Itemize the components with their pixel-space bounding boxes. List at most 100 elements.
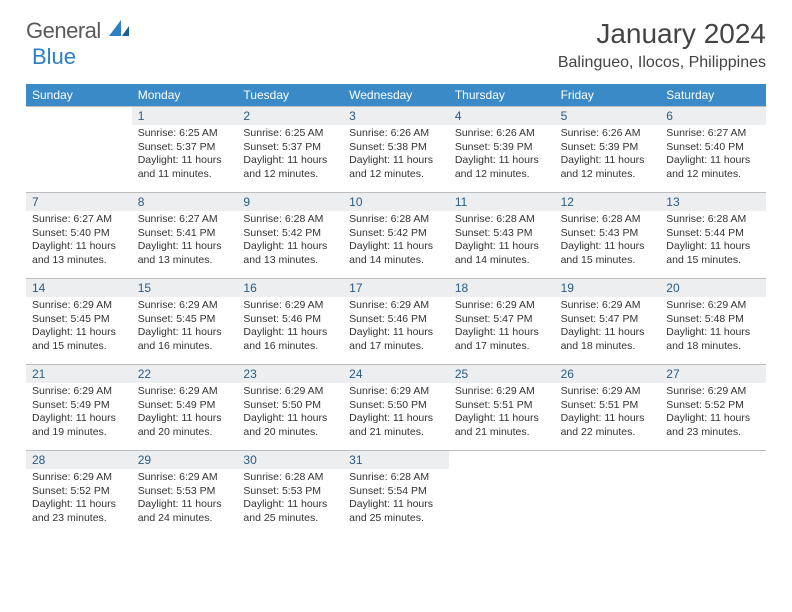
day-number: 22 <box>132 365 238 383</box>
day-number: 1 <box>132 107 238 125</box>
day-cell: 15Sunrise: 6:29 AMSunset: 5:45 PMDayligh… <box>132 278 238 364</box>
empty-cell <box>449 450 555 536</box>
day-info: Sunrise: 6:29 AMSunset: 5:50 PMDaylight:… <box>343 383 449 444</box>
logo-sail-icon <box>107 18 131 44</box>
day-info: Sunrise: 6:29 AMSunset: 5:48 PMDaylight:… <box>660 297 766 358</box>
day-cell: 6Sunrise: 6:27 AMSunset: 5:40 PMDaylight… <box>660 106 766 192</box>
day-cell: 26Sunrise: 6:29 AMSunset: 5:51 PMDayligh… <box>555 364 661 450</box>
dow-header: Tuesday <box>237 84 343 106</box>
dow-header: Saturday <box>660 84 766 106</box>
calendar-grid: SundayMondayTuesdayWednesdayThursdayFrid… <box>26 84 766 536</box>
day-info: Sunrise: 6:26 AMSunset: 5:39 PMDaylight:… <box>449 125 555 186</box>
day-cell: 27Sunrise: 6:29 AMSunset: 5:52 PMDayligh… <box>660 364 766 450</box>
day-number: 25 <box>449 365 555 383</box>
day-cell: 20Sunrise: 6:29 AMSunset: 5:48 PMDayligh… <box>660 278 766 364</box>
day-info: Sunrise: 6:26 AMSunset: 5:39 PMDaylight:… <box>555 125 661 186</box>
day-info: Sunrise: 6:29 AMSunset: 5:45 PMDaylight:… <box>132 297 238 358</box>
day-info: Sunrise: 6:29 AMSunset: 5:45 PMDaylight:… <box>26 297 132 358</box>
title-block: January 2024 Balingueo, Ilocos, Philippi… <box>558 18 766 72</box>
day-number: 31 <box>343 451 449 469</box>
day-info: Sunrise: 6:29 AMSunset: 5:51 PMDaylight:… <box>449 383 555 444</box>
day-cell: 3Sunrise: 6:26 AMSunset: 5:38 PMDaylight… <box>343 106 449 192</box>
day-number: 13 <box>660 193 766 211</box>
day-number: 5 <box>555 107 661 125</box>
day-info: Sunrise: 6:29 AMSunset: 5:52 PMDaylight:… <box>660 383 766 444</box>
day-cell: 28Sunrise: 6:29 AMSunset: 5:52 PMDayligh… <box>26 450 132 536</box>
day-cell: 5Sunrise: 6:26 AMSunset: 5:39 PMDaylight… <box>555 106 661 192</box>
dow-header: Thursday <box>449 84 555 106</box>
day-number: 8 <box>132 193 238 211</box>
logo: General <box>26 18 133 44</box>
day-info: Sunrise: 6:29 AMSunset: 5:47 PMDaylight:… <box>449 297 555 358</box>
day-cell: 8Sunrise: 6:27 AMSunset: 5:41 PMDaylight… <box>132 192 238 278</box>
day-cell: 10Sunrise: 6:28 AMSunset: 5:42 PMDayligh… <box>343 192 449 278</box>
day-info: Sunrise: 6:29 AMSunset: 5:52 PMDaylight:… <box>26 469 132 530</box>
day-info: Sunrise: 6:28 AMSunset: 5:42 PMDaylight:… <box>237 211 343 272</box>
day-number: 12 <box>555 193 661 211</box>
day-cell: 16Sunrise: 6:29 AMSunset: 5:46 PMDayligh… <box>237 278 343 364</box>
day-info: Sunrise: 6:27 AMSunset: 5:40 PMDaylight:… <box>660 125 766 186</box>
location-text: Balingueo, Ilocos, Philippines <box>558 54 766 72</box>
day-number: 3 <box>343 107 449 125</box>
day-number: 24 <box>343 365 449 383</box>
day-cell: 17Sunrise: 6:29 AMSunset: 5:46 PMDayligh… <box>343 278 449 364</box>
day-number: 27 <box>660 365 766 383</box>
day-cell: 30Sunrise: 6:28 AMSunset: 5:53 PMDayligh… <box>237 450 343 536</box>
day-cell: 29Sunrise: 6:29 AMSunset: 5:53 PMDayligh… <box>132 450 238 536</box>
dow-header: Sunday <box>26 84 132 106</box>
day-number: 20 <box>660 279 766 297</box>
day-cell: 12Sunrise: 6:28 AMSunset: 5:43 PMDayligh… <box>555 192 661 278</box>
dow-header: Monday <box>132 84 238 106</box>
day-number: 29 <box>132 451 238 469</box>
day-number: 28 <box>26 451 132 469</box>
day-number: 18 <box>449 279 555 297</box>
day-number: 4 <box>449 107 555 125</box>
day-number: 6 <box>660 107 766 125</box>
day-info: Sunrise: 6:28 AMSunset: 5:42 PMDaylight:… <box>343 211 449 272</box>
day-info: Sunrise: 6:29 AMSunset: 5:46 PMDaylight:… <box>343 297 449 358</box>
day-cell: 23Sunrise: 6:29 AMSunset: 5:50 PMDayligh… <box>237 364 343 450</box>
day-cell: 25Sunrise: 6:29 AMSunset: 5:51 PMDayligh… <box>449 364 555 450</box>
day-number: 19 <box>555 279 661 297</box>
day-info: Sunrise: 6:27 AMSunset: 5:40 PMDaylight:… <box>26 211 132 272</box>
day-info: Sunrise: 6:29 AMSunset: 5:49 PMDaylight:… <box>26 383 132 444</box>
day-info: Sunrise: 6:25 AMSunset: 5:37 PMDaylight:… <box>237 125 343 186</box>
day-info: Sunrise: 6:25 AMSunset: 5:37 PMDaylight:… <box>132 125 238 186</box>
day-info: Sunrise: 6:28 AMSunset: 5:43 PMDaylight:… <box>449 211 555 272</box>
day-info: Sunrise: 6:28 AMSunset: 5:53 PMDaylight:… <box>237 469 343 530</box>
day-number: 9 <box>237 193 343 211</box>
day-number: 11 <box>449 193 555 211</box>
dow-header: Friday <box>555 84 661 106</box>
day-number: 26 <box>555 365 661 383</box>
day-cell: 18Sunrise: 6:29 AMSunset: 5:47 PMDayligh… <box>449 278 555 364</box>
header: General January 2024 Balingueo, Ilocos, … <box>26 18 766 72</box>
day-cell: 31Sunrise: 6:28 AMSunset: 5:54 PMDayligh… <box>343 450 449 536</box>
day-number: 17 <box>343 279 449 297</box>
day-number: 7 <box>26 193 132 211</box>
day-number: 14 <box>26 279 132 297</box>
day-number: 15 <box>132 279 238 297</box>
logo-text-general: General <box>26 18 101 44</box>
day-number: 2 <box>237 107 343 125</box>
day-info: Sunrise: 6:29 AMSunset: 5:49 PMDaylight:… <box>132 383 238 444</box>
day-info: Sunrise: 6:29 AMSunset: 5:51 PMDaylight:… <box>555 383 661 444</box>
day-cell: 24Sunrise: 6:29 AMSunset: 5:50 PMDayligh… <box>343 364 449 450</box>
day-cell: 14Sunrise: 6:29 AMSunset: 5:45 PMDayligh… <box>26 278 132 364</box>
day-info: Sunrise: 6:28 AMSunset: 5:43 PMDaylight:… <box>555 211 661 272</box>
day-number: 10 <box>343 193 449 211</box>
day-info: Sunrise: 6:28 AMSunset: 5:54 PMDaylight:… <box>343 469 449 530</box>
day-cell: 4Sunrise: 6:26 AMSunset: 5:39 PMDaylight… <box>449 106 555 192</box>
day-number: 21 <box>26 365 132 383</box>
day-number: 30 <box>237 451 343 469</box>
day-cell: 13Sunrise: 6:28 AMSunset: 5:44 PMDayligh… <box>660 192 766 278</box>
day-cell: 19Sunrise: 6:29 AMSunset: 5:47 PMDayligh… <box>555 278 661 364</box>
day-cell: 11Sunrise: 6:28 AMSunset: 5:43 PMDayligh… <box>449 192 555 278</box>
day-cell: 22Sunrise: 6:29 AMSunset: 5:49 PMDayligh… <box>132 364 238 450</box>
logo-text-blue: Blue <box>32 44 76 70</box>
day-cell: 2Sunrise: 6:25 AMSunset: 5:37 PMDaylight… <box>237 106 343 192</box>
day-info: Sunrise: 6:26 AMSunset: 5:38 PMDaylight:… <box>343 125 449 186</box>
day-cell: 9Sunrise: 6:28 AMSunset: 5:42 PMDaylight… <box>237 192 343 278</box>
month-title: January 2024 <box>558 18 766 50</box>
day-cell: 1Sunrise: 6:25 AMSunset: 5:37 PMDaylight… <box>132 106 238 192</box>
day-info: Sunrise: 6:29 AMSunset: 5:50 PMDaylight:… <box>237 383 343 444</box>
